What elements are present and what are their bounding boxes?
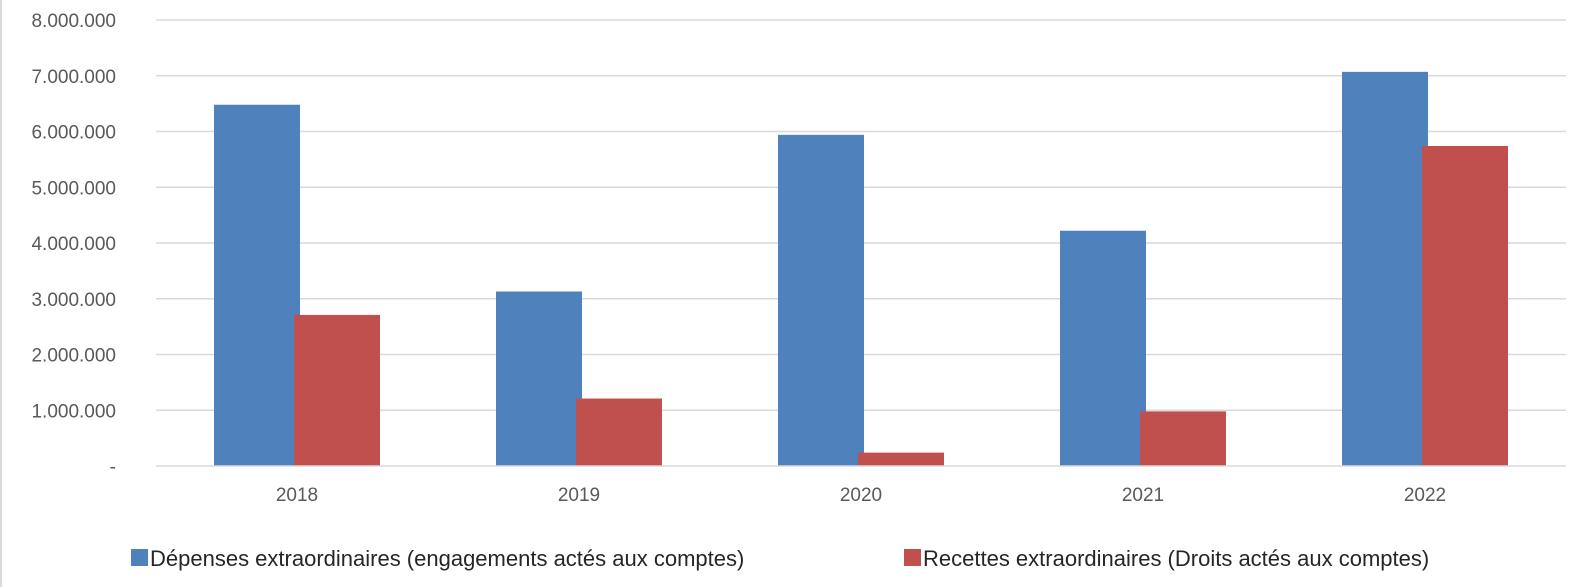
x-tick-label: 2018 [276,485,318,506]
bar-depenses-2018 [214,104,300,467]
y-tick-label: 8.000.000 [31,11,116,32]
x-tick-label: 2022 [1404,485,1446,506]
bars [214,71,1508,467]
bar-recettes-2021 [1140,411,1226,466]
bar-depenses-2019 [496,291,582,466]
x-tick-label: 2021 [1122,485,1164,506]
y-tick-label: 1.000.000 [31,401,116,422]
y-axis-ticks: - 1.000.000 2.000.000 3.000.000 4.000.000 5.0… [31,11,116,478]
bar-depenses-2020 [778,134,864,466]
x-tick-label: 2020 [840,485,882,506]
x-tick-label: 2019 [558,485,600,506]
bar-depenses-2021 [1060,230,1146,466]
y-tick-label: 2.000.000 [31,346,116,367]
y-tick-label: 5.000.000 [31,178,116,199]
bar-depenses-2022 [1342,71,1428,466]
legend-swatch [904,549,921,566]
bar-recettes-2019 [576,398,662,466]
bar-recettes-2022 [1422,145,1508,466]
bar-recettes-2020 [858,452,944,466]
legend: Dépenses extraordinaires (engagements ac… [131,546,1429,571]
y-tick-label: - [110,457,116,478]
legend-swatch [131,549,148,566]
y-tick-label: 7.000.000 [31,67,116,88]
y-tick-label: 4.000.000 [31,234,116,255]
legend-label: Dépenses extraordinaires (engagements ac… [150,546,744,571]
x-axis-ticks: 2018 2019 2020 2021 2022 [276,485,1446,506]
y-tick-label: 6.000.000 [31,123,116,144]
bar-recettes-2018 [294,314,380,466]
y-tick-label: 3.000.000 [31,290,116,311]
legend-label: Recettes extraordinaires (Droits actés a… [923,546,1429,571]
